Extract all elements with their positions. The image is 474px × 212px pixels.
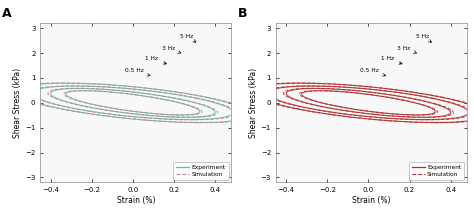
Legend: Experiment, Simulation: Experiment, Simulation <box>173 162 228 180</box>
Text: 1 Hz: 1 Hz <box>381 56 402 64</box>
Legend: Experiment, Simulation: Experiment, Simulation <box>409 162 464 180</box>
Text: 0.5 Hz: 0.5 Hz <box>125 68 150 76</box>
Text: A: A <box>2 7 12 20</box>
Text: 1 Hz: 1 Hz <box>145 56 166 64</box>
Y-axis label: Shear Stress (kPa): Shear Stress (kPa) <box>249 68 258 138</box>
Y-axis label: Shear Stress (kPa): Shear Stress (kPa) <box>13 68 22 138</box>
Text: 5 Hz: 5 Hz <box>180 34 196 42</box>
Text: 0.5 Hz: 0.5 Hz <box>360 68 385 76</box>
X-axis label: Strain (%): Strain (%) <box>117 196 155 205</box>
Text: 5 Hz: 5 Hz <box>416 34 431 42</box>
Text: 3 Hz: 3 Hz <box>162 46 181 53</box>
X-axis label: Strain (%): Strain (%) <box>352 196 391 205</box>
Text: B: B <box>238 7 247 20</box>
Text: 3 Hz: 3 Hz <box>397 46 417 53</box>
